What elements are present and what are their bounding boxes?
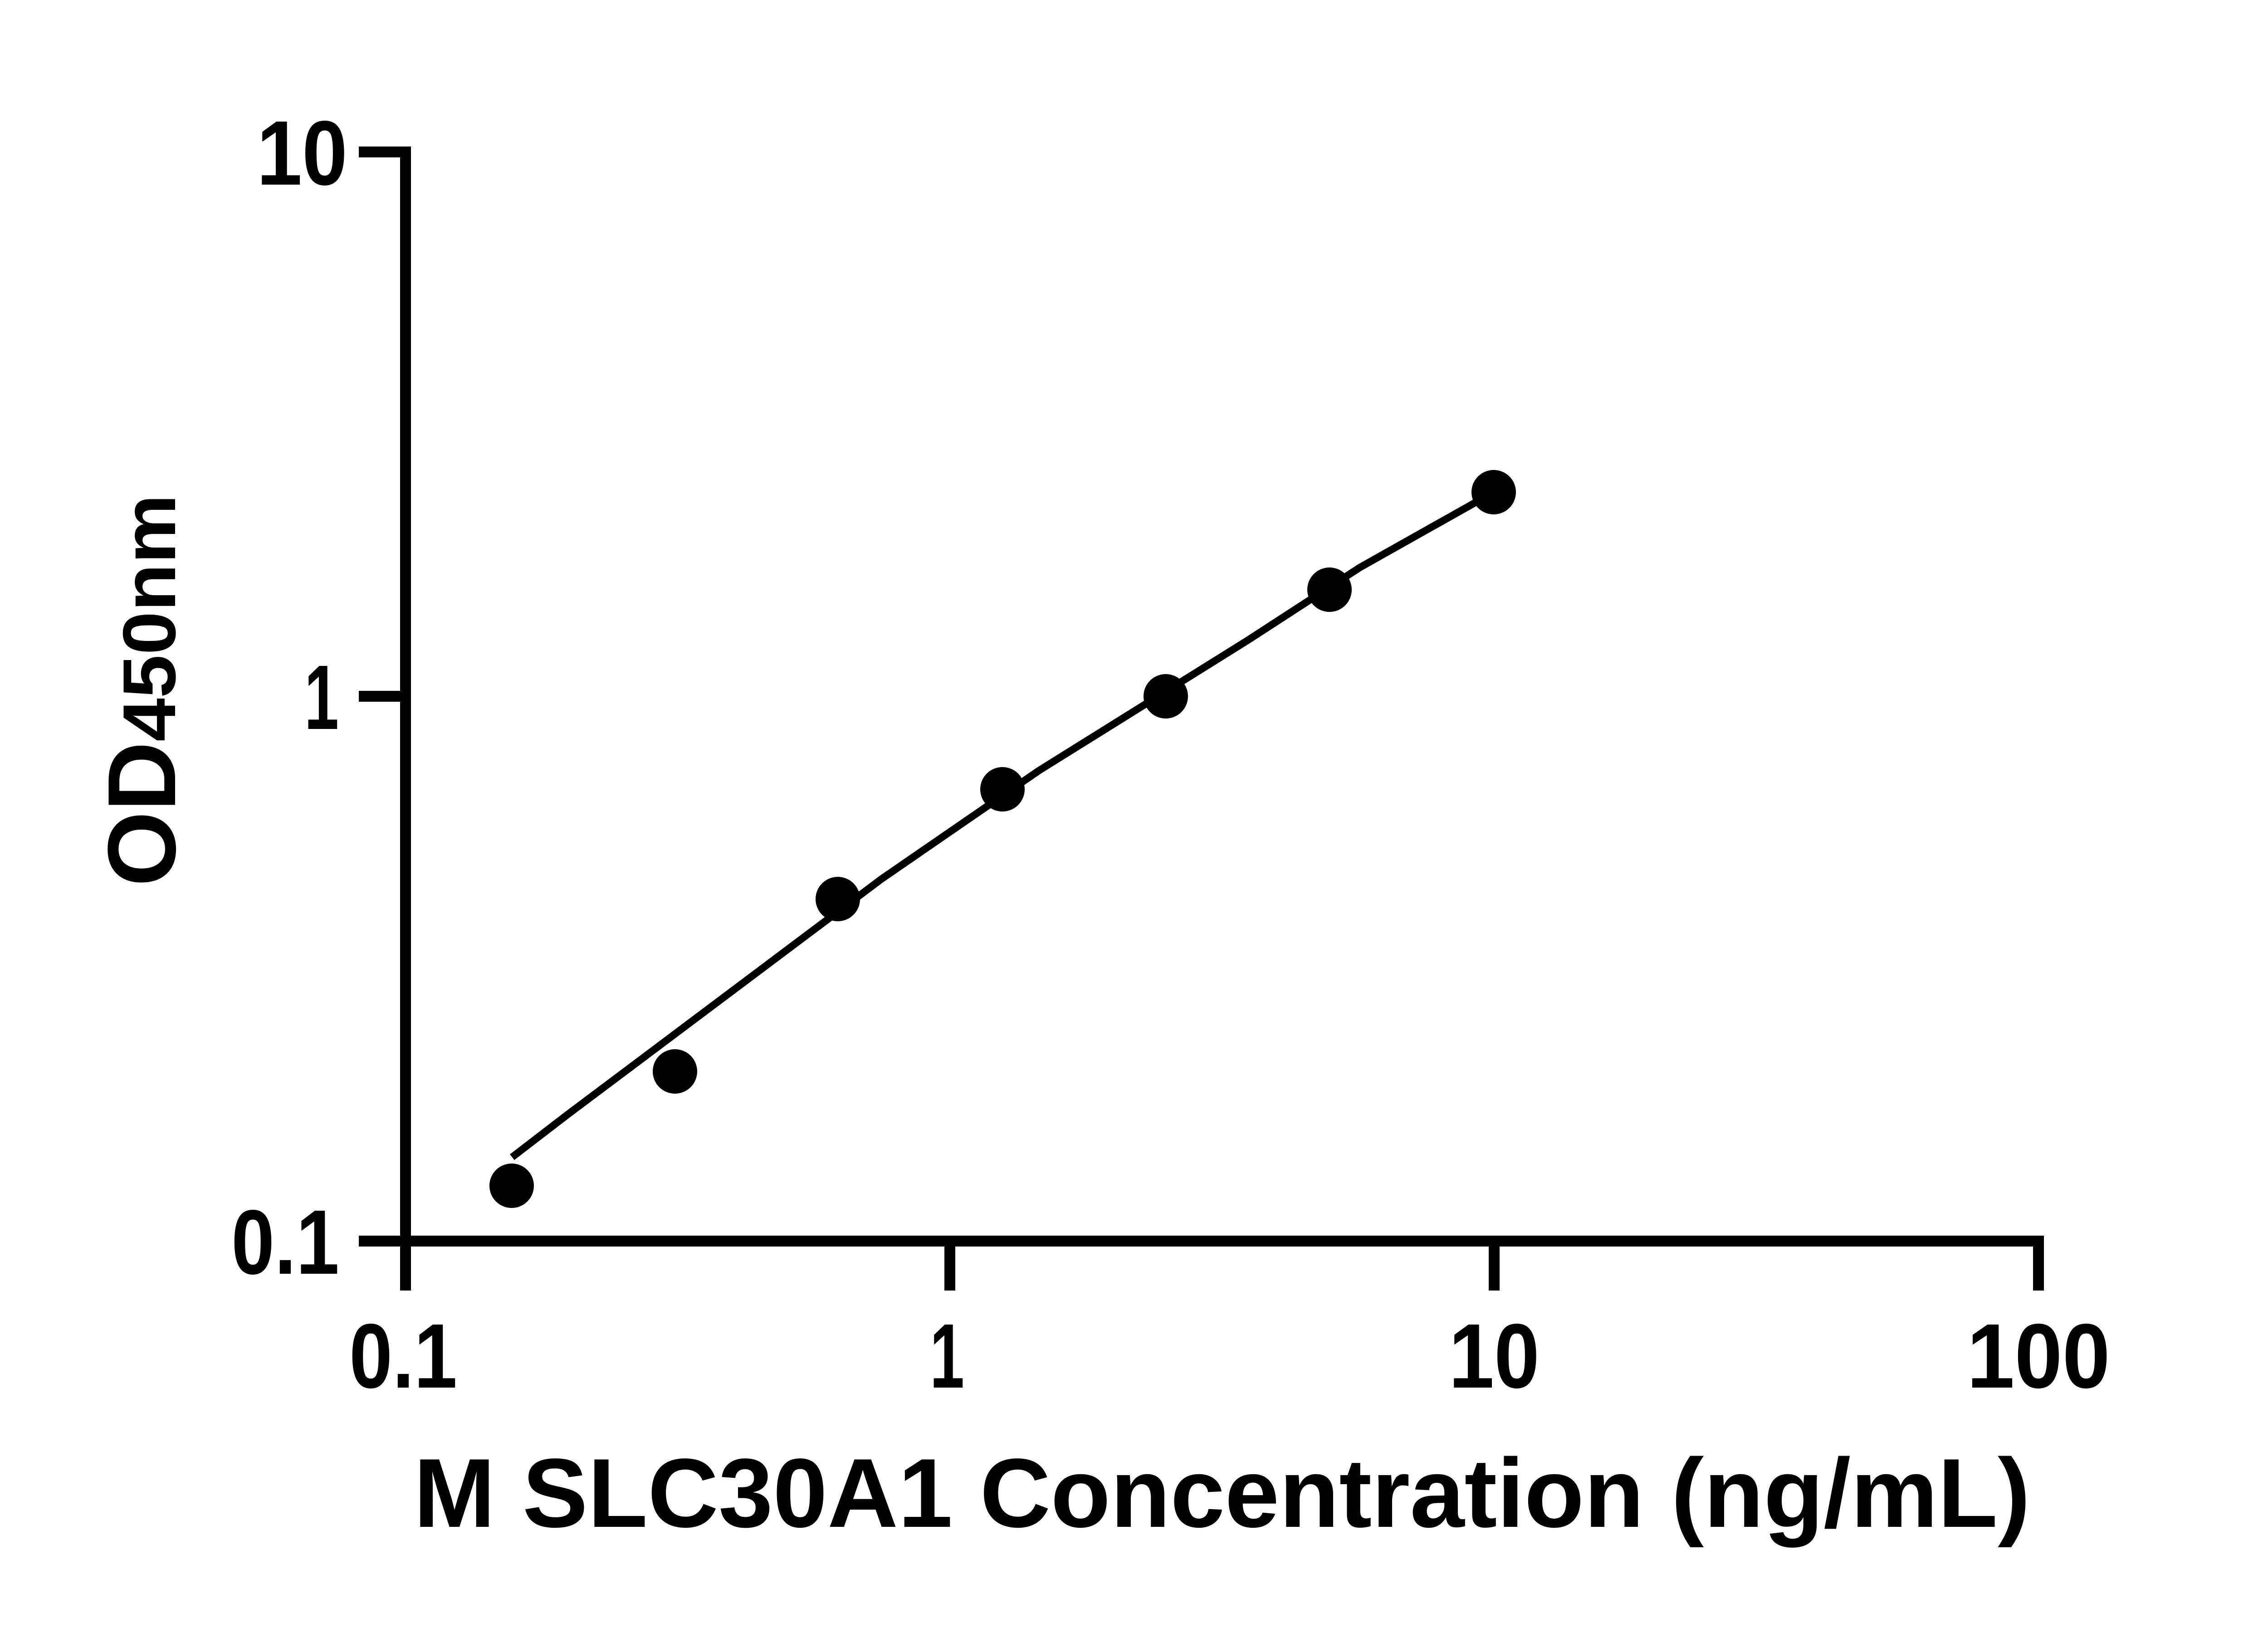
svg-text:100: 100 (1967, 1305, 2110, 1407)
svg-text:0.1: 0.1 (349, 1305, 457, 1407)
svg-text:0.1: 0.1 (231, 1191, 339, 1293)
svg-text:1: 1 (304, 646, 339, 748)
svg-text:10: 10 (1449, 1305, 1540, 1407)
svg-text:1: 1 (930, 1305, 964, 1407)
svg-text:M SLC30A1 Concentration (ng/mL: M SLC30A1 Concentration (ng/mL) (414, 1438, 2030, 1548)
svg-text:10: 10 (257, 102, 347, 204)
svg-text:OD450nm: OD450nm (88, 494, 196, 887)
